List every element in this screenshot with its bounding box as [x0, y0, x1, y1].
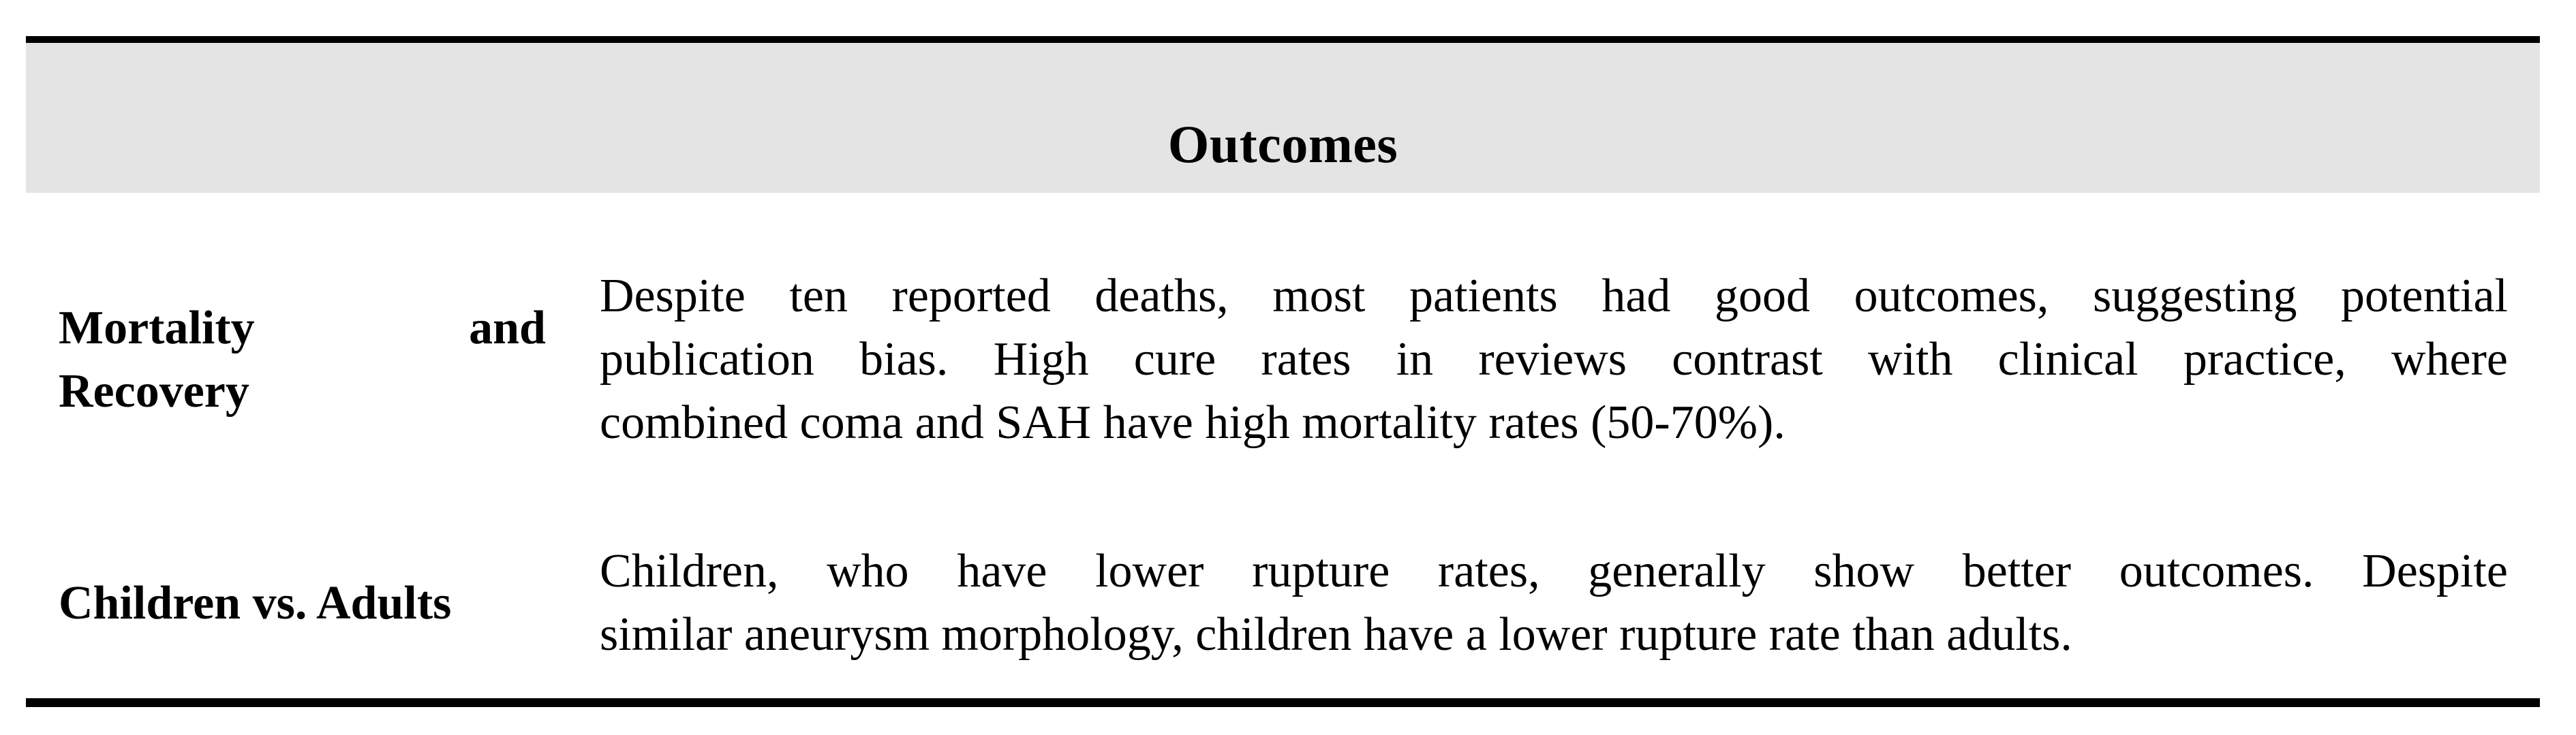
- row-label-mortality-and-recovery: Mortality and Recovery: [59, 296, 546, 423]
- body-line: similar aneurysm morphology, children ha…: [600, 608, 2072, 661]
- body-line: publication bias. High cure rates in rev…: [600, 333, 2508, 386]
- row-label-children-vs-adults: Children vs. Adults: [59, 572, 672, 635]
- row-body-children-vs-adults: Children, who have lower rupture rates, …: [600, 539, 2508, 666]
- label-line: Children vs. Adults: [59, 577, 452, 629]
- row-body-mortality-and-recovery: Despite ten reported deaths, most patien…: [600, 264, 2508, 454]
- body-line: Children, who have lower rupture rates, …: [600, 545, 2508, 597]
- body-line: Despite ten reported deaths, most patien…: [600, 270, 2508, 322]
- label-line: Mortality and: [59, 302, 546, 354]
- label-line: Recovery: [59, 365, 249, 418]
- table-bottom-rule: [26, 698, 2540, 707]
- table-header-row: Outcomes: [26, 43, 2540, 193]
- table-header-title: Outcomes: [1167, 114, 1398, 174]
- body-line: combined coma and SAH have high mortalit…: [600, 396, 1785, 449]
- table-top-rule: [26, 36, 2540, 43]
